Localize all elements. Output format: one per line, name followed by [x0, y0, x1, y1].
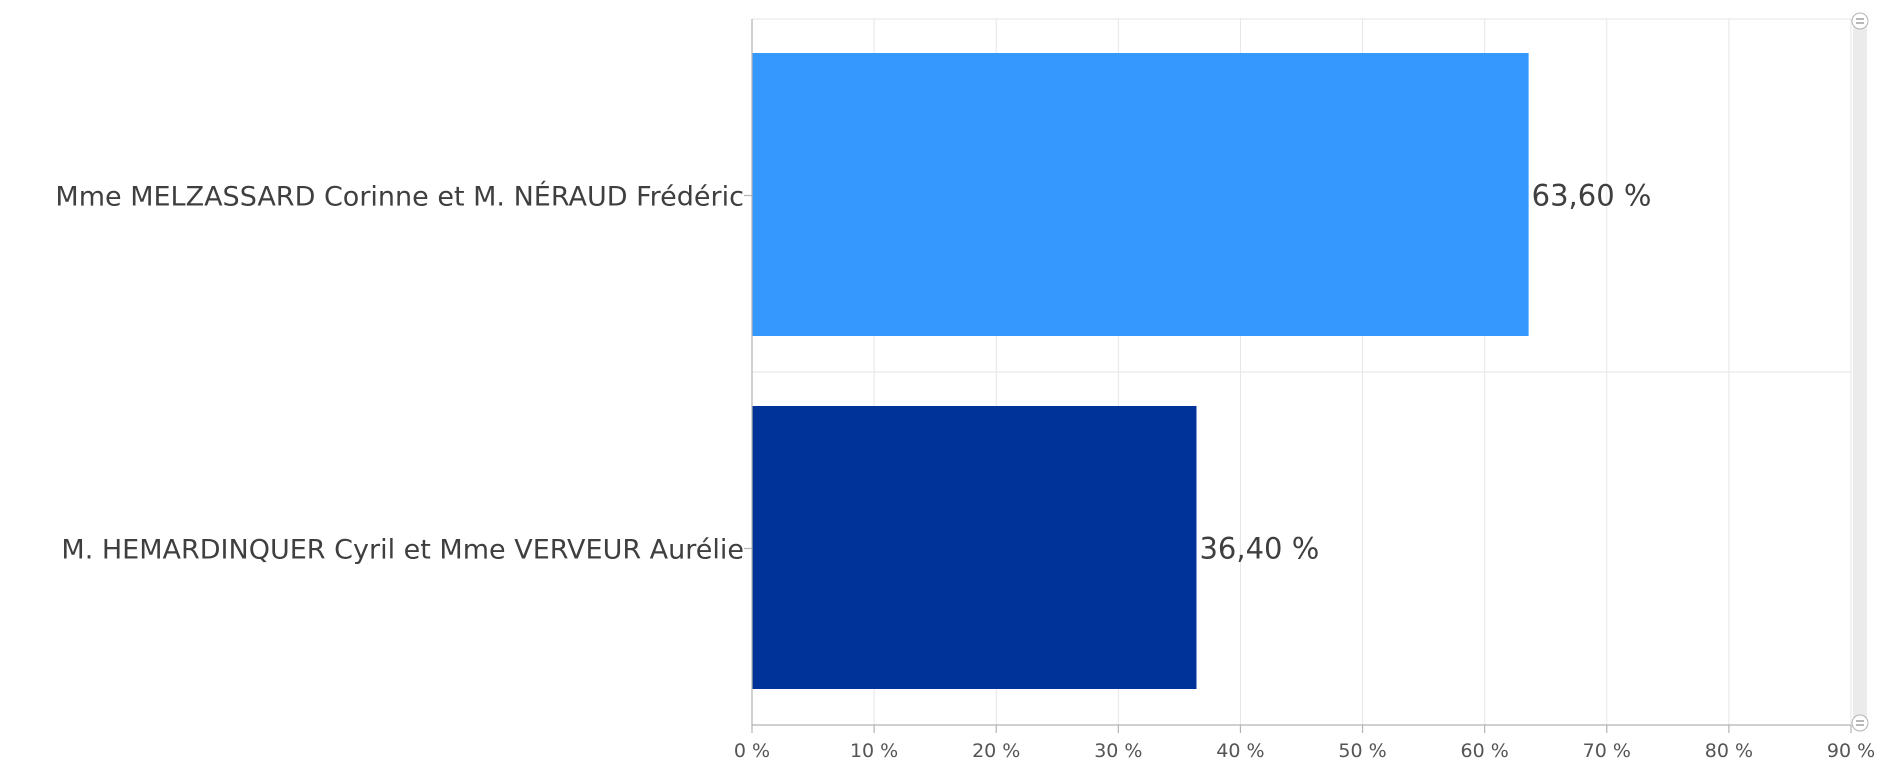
bars-layer [752, 53, 1529, 689]
handle-circle[interactable] [1851, 12, 1869, 30]
data-label: 63,60 % [1532, 179, 1652, 213]
grip-lines-icon [1856, 18, 1864, 24]
x-tick-label: 90 % [1827, 740, 1875, 762]
x-tick-label: 40 % [1216, 740, 1264, 762]
scrollbar-top-handle[interactable] [1851, 12, 1869, 30]
category-label: Mme MELZASSARD Corinne et M. NÉRAUD Fréd… [55, 181, 744, 213]
scrollbar-track[interactable] [1853, 19, 1867, 725]
x-tick-label: 80 % [1705, 740, 1753, 762]
x-tick-label: 10 % [850, 740, 898, 762]
labels-layer: 0 % 10 % 20 % 30 % 40 % 50 % 60 % 70 % 80 % 90 % M… [55, 179, 1875, 763]
x-tick-label: 50 % [1338, 740, 1386, 762]
data-label: 36,40 % [1199, 532, 1319, 566]
x-tick-label: 30 % [1094, 740, 1142, 762]
handle-circle[interactable] [1851, 714, 1869, 732]
x-tick-label: 0 % [734, 740, 770, 762]
grip-lines-icon [1856, 720, 1864, 726]
scrollbar-bottom-handle[interactable] [1851, 714, 1869, 732]
category-label: M. HEMARDINQUER Cyril et Mme VERVEUR Aur… [61, 535, 744, 566]
axis-layer [744, 19, 1852, 733]
x-tick-label: 70 % [1583, 740, 1631, 762]
vertical-scrollbar[interactable] [1851, 12, 1869, 732]
bar[interactable] [752, 53, 1529, 336]
x-tick-label: 20 % [972, 740, 1020, 762]
x-tick-label: 60 % [1461, 740, 1509, 762]
bar[interactable] [752, 406, 1197, 689]
